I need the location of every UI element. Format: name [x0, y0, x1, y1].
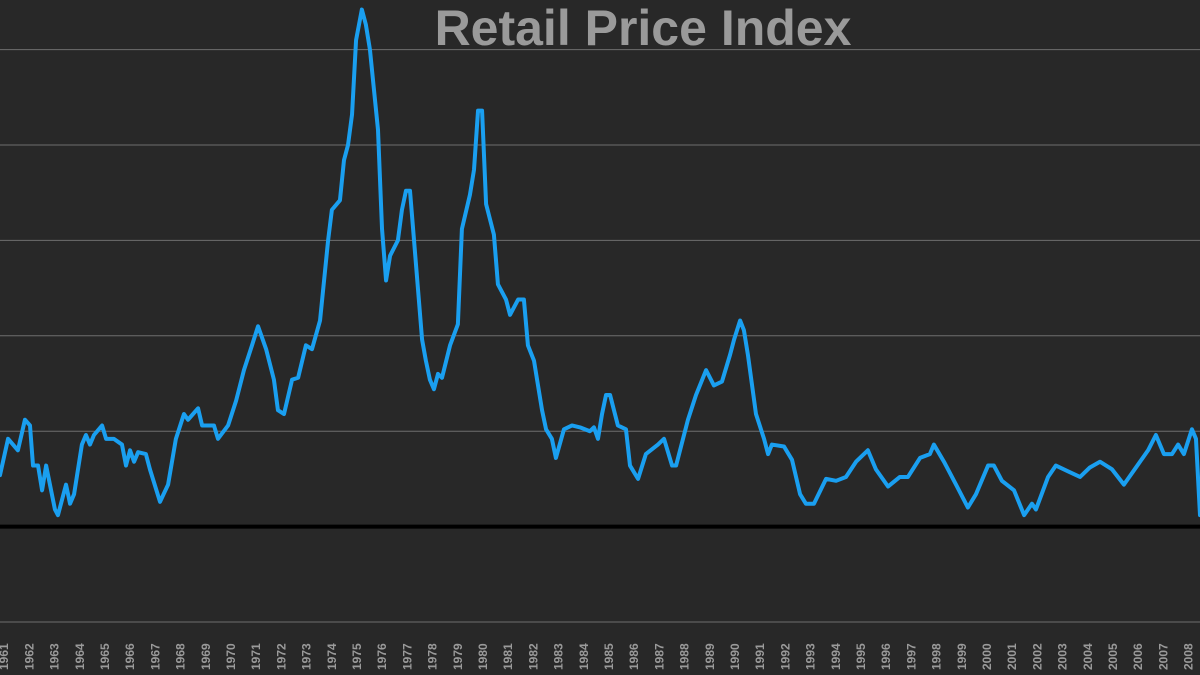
x-tick-label: 1990 [728, 643, 742, 670]
x-tick-label: 1962 [22, 643, 36, 670]
x-tick-label: 2008 [1182, 643, 1196, 670]
x-tick-label: 1992 [778, 643, 792, 670]
x-tick-label: 1975 [350, 643, 364, 670]
x-tick-label: 2004 [1081, 643, 1095, 670]
plot [0, 7, 1200, 529]
x-tick-label: 1976 [375, 643, 389, 670]
x-tick-label: 2002 [1030, 643, 1044, 670]
x-tick-label: 1981 [501, 643, 515, 670]
x-tick-label: 1973 [300, 643, 314, 670]
x-tick-label: 1967 [148, 643, 162, 670]
x-tick-label: 1979 [451, 643, 465, 670]
x-tick-label: 1996 [879, 643, 893, 670]
x-tick-label: 1989 [703, 643, 717, 670]
x-tick-label: 2005 [1106, 643, 1120, 670]
x-tick-label: 1985 [602, 643, 616, 670]
x-tick-label: 1966 [123, 643, 137, 670]
x-tick-label: 1986 [627, 643, 641, 670]
x-tick-label: 2007 [1156, 643, 1170, 670]
x-tick-label: 1994 [829, 643, 843, 670]
x-tick-label: 2001 [1005, 643, 1019, 670]
x-tick-label: 1997 [904, 643, 918, 670]
x-tick-label: 1963 [48, 643, 62, 670]
x-tick-label: 1970 [224, 643, 238, 670]
x-axis: 1961 1962 1963 1964 1965 1966 1967 1968 1969 1970… [0, 643, 1196, 670]
chart-title: Retail Price Index [435, 0, 852, 56]
x-tick-label: 1977 [400, 643, 414, 670]
x-tick-label: 1999 [955, 643, 969, 670]
x-tick-label: 2006 [1131, 643, 1145, 670]
x-tick-label: 1998 [930, 643, 944, 670]
x-tick-label: 1980 [476, 643, 490, 670]
x-tick-label: 1969 [199, 643, 213, 670]
x-tick-label: 1984 [577, 643, 591, 670]
x-tick-label: 1968 [174, 643, 188, 670]
x-tick-label: 2003 [1056, 643, 1070, 670]
x-tick-label: 2000 [980, 643, 994, 670]
x-tick-label: 1961 [0, 643, 11, 670]
grid [0, 49, 1200, 623]
x-tick-label: 1995 [854, 643, 868, 670]
x-tick-label: 1972 [274, 643, 288, 670]
x-tick-label: 1983 [552, 643, 566, 670]
x-tick-label: 1964 [73, 643, 87, 670]
x-tick-label: 1993 [804, 643, 818, 670]
x-tick-label: 1982 [526, 643, 540, 670]
x-tick-label: 1991 [753, 643, 767, 670]
x-tick-label: 1987 [652, 643, 666, 670]
x-tick-label: 1974 [325, 643, 339, 670]
x-tick-label: 1965 [98, 643, 112, 670]
x-tick-label: 1971 [249, 643, 263, 670]
x-tick-label: 1988 [678, 643, 692, 670]
data-line [0, 7, 1200, 518]
x-tick-label: 1978 [426, 643, 440, 670]
